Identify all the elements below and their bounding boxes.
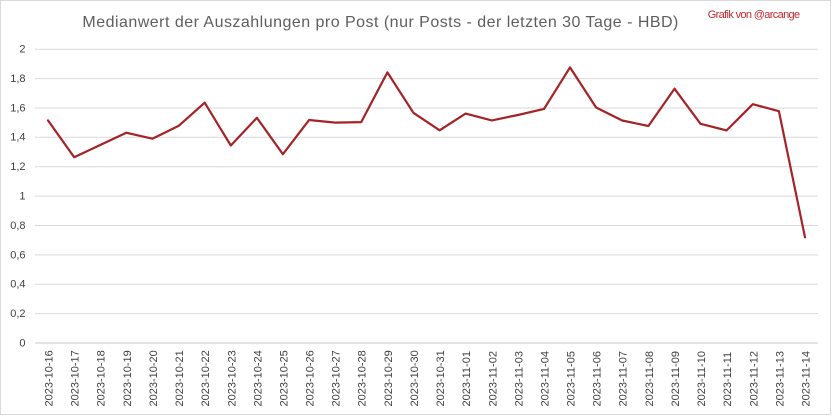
svg-text:0: 0 [19,337,25,349]
svg-text:2023-10-28: 2023-10-28 [357,350,369,406]
svg-text:Grafik von @arcange: Grafik von @arcange [708,9,800,21]
svg-text:1,6: 1,6 [10,102,25,114]
svg-text:2023-11-12: 2023-11-12 [748,351,760,406]
svg-text:1: 1 [19,191,25,203]
svg-text:2023-10-29: 2023-10-29 [383,350,395,406]
svg-text:2023-10-22: 2023-10-22 [200,350,212,406]
svg-text:2023-10-31: 2023-10-31 [435,350,447,406]
svg-text:2023-11-08: 2023-11-08 [644,351,656,406]
svg-text:1,4: 1,4 [10,132,25,144]
svg-text:2023-10-26: 2023-10-26 [305,350,317,406]
svg-text:0,6: 0,6 [10,249,25,261]
svg-text:2023-10-25: 2023-10-25 [278,350,290,406]
svg-text:0,8: 0,8 [10,220,25,232]
svg-text:2023-11-06: 2023-11-06 [592,351,604,406]
svg-text:2023-11-10: 2023-11-10 [696,351,708,406]
svg-text:2023-10-30: 2023-10-30 [409,350,421,406]
svg-text:2023-10-27: 2023-10-27 [331,350,343,406]
svg-text:2023-11-13: 2023-11-13 [774,351,786,406]
svg-text:2023-11-09: 2023-11-09 [670,351,682,406]
svg-text:2023-11-01: 2023-11-01 [461,351,473,406]
svg-text:2023-11-03: 2023-11-03 [513,351,525,406]
svg-text:2023-11-07: 2023-11-07 [618,351,630,406]
svg-text:0,4: 0,4 [10,279,25,291]
svg-text:2023-10-19: 2023-10-19 [122,350,134,406]
svg-text:Medianwert der Auszahlungen pr: Medianwert der Auszahlungen pro Post (nu… [82,14,678,31]
svg-text:2023-11-11: 2023-11-11 [722,352,734,407]
svg-text:2023-11-05: 2023-11-05 [566,351,578,406]
svg-text:1,2: 1,2 [10,161,25,173]
svg-text:2023-10-17: 2023-10-17 [70,350,82,406]
svg-text:1,8: 1,8 [10,73,25,85]
svg-text:2023-10-16: 2023-10-16 [44,350,56,406]
svg-text:0,2: 0,2 [10,308,25,320]
svg-text:2023-10-23: 2023-10-23 [226,350,238,406]
svg-text:2023-10-18: 2023-10-18 [96,350,108,406]
svg-text:2023-10-20: 2023-10-20 [148,350,160,406]
svg-text:2023-10-24: 2023-10-24 [252,350,264,406]
svg-text:2: 2 [19,44,25,56]
svg-text:2023-11-02: 2023-11-02 [487,351,499,406]
svg-text:2023-11-14: 2023-11-14 [801,351,813,406]
svg-text:2023-11-04: 2023-11-04 [540,351,552,406]
svg-text:2023-10-21: 2023-10-21 [174,350,186,406]
